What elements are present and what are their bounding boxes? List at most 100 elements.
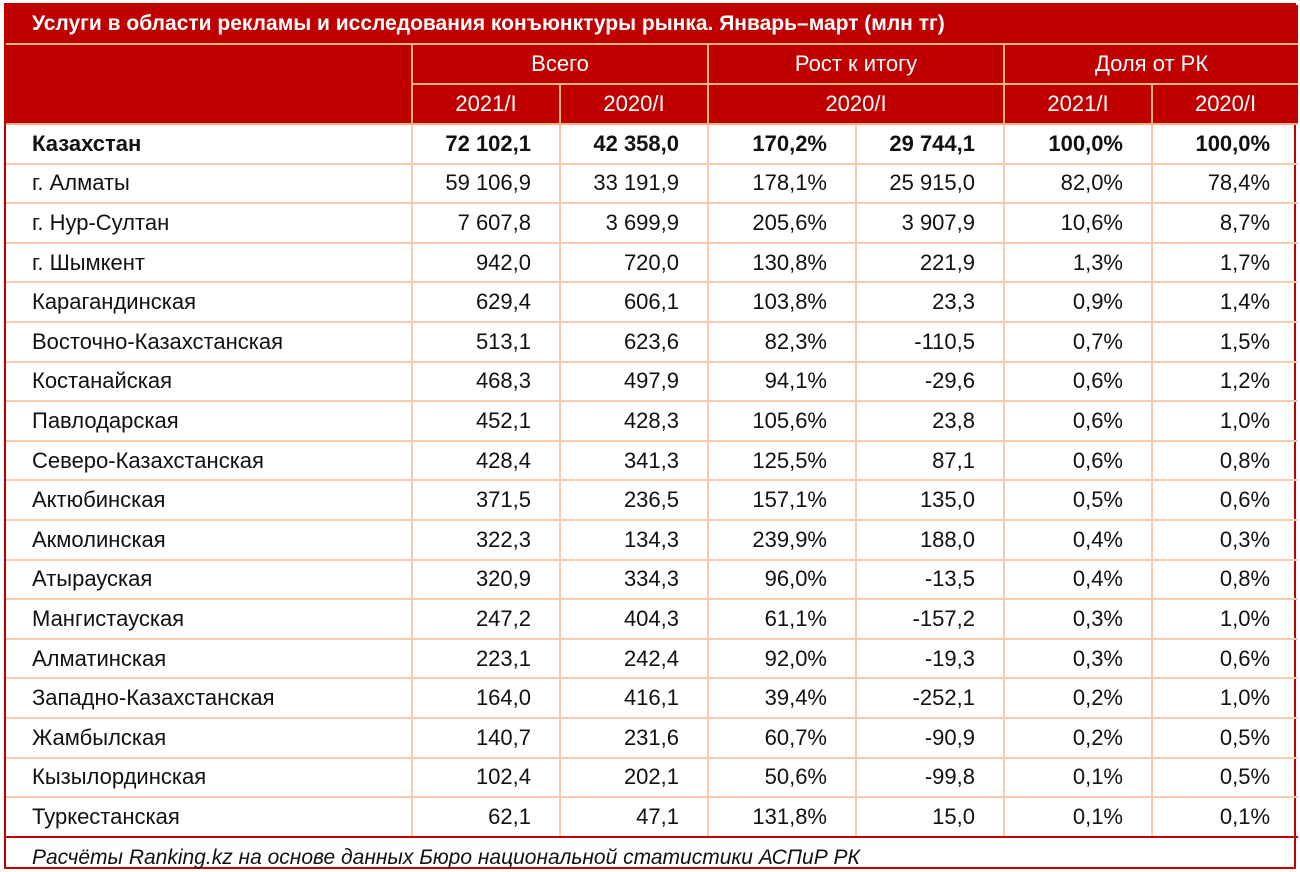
region-name-cell: Туркестанская — [6, 797, 412, 838]
total-2021-cell: 513,1 — [411, 321, 560, 363]
table-row: Павлодарская 452,1 428,3 105,6% 23,8 0,6% 1,0% — [6, 401, 1299, 442]
total-2020-cell: 3 699,9 — [559, 203, 708, 244]
share-2021-cell: 0,4% — [1003, 559, 1152, 601]
share-2020-cell: 0,6% — [1150, 480, 1299, 521]
total-2021-cell: 468,3 — [411, 361, 560, 403]
total-2020-cell: 497,9 — [559, 361, 708, 403]
share-2021-cell: 10,6% — [1003, 203, 1152, 244]
total-2021-cell: 7 607,8 — [411, 203, 560, 244]
total-2021-cell: 322,3 — [411, 519, 560, 561]
growth-pct-cell: 92,0% — [707, 638, 856, 680]
growth-abs-cell: -13,5 — [855, 559, 1004, 601]
growth-abs-cell: -99,8 — [855, 757, 1004, 799]
table-row: г. Шымкент 942,0 720,0 130,8% 221,9 1,3% 1,7% — [6, 242, 1299, 284]
share-2021-cell: 1,3% — [1003, 242, 1152, 284]
region-name-cell: Восточно-Казахстанская — [6, 321, 412, 363]
growth-pct-cell: 82,3% — [707, 321, 856, 363]
header-growth: Рост к итогу — [707, 44, 1004, 85]
region-name-cell: Павлодарская — [6, 401, 412, 442]
header-total: Всего — [411, 44, 708, 85]
total-2020-cell: 134,3 — [559, 519, 708, 561]
growth-abs-cell: -29,6 — [855, 361, 1004, 403]
table-row: Северо-Казахстанская 428,4 341,3 125,5% 87,1… — [6, 440, 1299, 482]
total-2020-cell: 231,6 — [559, 717, 708, 759]
growth-pct-cell: 239,9% — [707, 519, 856, 561]
total-2020-cell: 404,3 — [559, 599, 708, 640]
table-row: Восточно-Казахстанская 513,1 623,6 82,3% -11… — [6, 321, 1299, 363]
total-2020-cell: 42 358,0 — [559, 124, 708, 165]
subheader-total-2021: 2021/I — [411, 84, 560, 125]
subheader-share-2021: 2021/I — [1003, 84, 1152, 125]
region-name-cell: Жамбылская — [6, 717, 412, 759]
growth-pct-cell: 131,8% — [707, 797, 856, 838]
total-2021-cell: 102,4 — [411, 757, 560, 799]
share-2021-cell: 0,6% — [1003, 440, 1152, 482]
growth-pct-cell: 50,6% — [707, 757, 856, 799]
growth-pct-cell: 178,1% — [707, 163, 856, 205]
region-name-cell: г. Алматы — [6, 163, 412, 205]
total-2021-cell: 59 106,9 — [411, 163, 560, 205]
share-2020-cell: 1,2% — [1150, 361, 1299, 403]
table-row: Атырауская 320,9 334,3 96,0% -13,5 0,4% 0,8% — [6, 559, 1299, 601]
total-2021-cell: 452,1 — [411, 401, 560, 442]
region-name-cell: Костанайская — [6, 361, 412, 403]
region-name-cell: Западно-Казахстанская — [6, 678, 412, 719]
growth-pct-cell: 94,1% — [707, 361, 856, 403]
growth-pct-cell: 96,0% — [707, 559, 856, 601]
growth-abs-cell: -110,5 — [855, 321, 1004, 363]
growth-pct-cell: 130,8% — [707, 242, 856, 284]
total-2021-cell: 140,7 — [411, 717, 560, 759]
growth-pct-cell: 60,7% — [707, 717, 856, 759]
share-2020-cell: 78,4% — [1150, 163, 1299, 205]
total-2020-cell: 416,1 — [559, 678, 708, 719]
share-2020-cell: 8,7% — [1150, 203, 1299, 244]
region-name-cell: Алматинская — [6, 638, 412, 680]
table-row: г. Алматы 59 106,9 33 191,9 178,1% 25 915,0 8… — [6, 163, 1299, 205]
table-row: г. Нур-Султан 7 607,8 3 699,9 205,6% 3 907,9… — [6, 203, 1299, 244]
total-2021-cell: 62,1 — [411, 797, 560, 838]
total-2021-cell: 629,4 — [411, 282, 560, 323]
region-name-cell: Карагандинская — [6, 282, 412, 323]
growth-abs-cell: 135,0 — [855, 480, 1004, 521]
share-2020-cell: 1,0% — [1150, 599, 1299, 640]
growth-abs-cell: 25 915,0 — [855, 163, 1004, 205]
share-2021-cell: 0,5% — [1003, 480, 1152, 521]
growth-abs-cell: -90,9 — [855, 717, 1004, 759]
region-name-cell: Акмолинская — [6, 519, 412, 561]
growth-pct-cell: 125,5% — [707, 440, 856, 482]
growth-abs-cell: 3 907,9 — [855, 203, 1004, 244]
table-row: Жамбылская 140,7 231,6 60,7% -90,9 0,2% 0,5% — [6, 717, 1299, 759]
region-name-cell: Атырауская — [6, 559, 412, 601]
growth-pct-cell: 105,6% — [707, 401, 856, 442]
share-2020-cell: 0,8% — [1150, 559, 1299, 601]
growth-abs-cell: -252,1 — [855, 678, 1004, 719]
region-name-cell: г. Шымкент — [6, 242, 412, 284]
growth-pct-cell: 205,6% — [707, 203, 856, 244]
share-2020-cell: 1,0% — [1150, 401, 1299, 442]
share-2021-cell: 0,3% — [1003, 599, 1152, 640]
region-name-cell: Северо-Казахстанская — [6, 440, 412, 482]
share-2021-cell: 0,1% — [1003, 797, 1152, 838]
growth-abs-cell: 87,1 — [855, 440, 1004, 482]
share-2021-cell: 100,0% — [1003, 124, 1152, 165]
table-row: Мангистауская 247,2 404,3 61,1% -157,2 0,3% 1,… — [6, 599, 1299, 640]
growth-pct-cell: 170,2% — [707, 124, 856, 165]
source-footnote: Расчёты Ranking.kz на основе данных Бюро… — [32, 845, 860, 869]
total-2020-cell: 47,1 — [559, 797, 708, 838]
share-2021-cell: 0,1% — [1003, 757, 1152, 799]
growth-pct-cell: 157,1% — [707, 480, 856, 521]
table-row: Казахстан 72 102,1 42 358,0 170,2% 29 744,1 1… — [6, 124, 1299, 165]
share-2020-cell: 1,5% — [1150, 321, 1299, 363]
share-2021-cell: 0,6% — [1003, 361, 1152, 403]
table-row: Западно-Казахстанская 164,0 416,1 39,4% -252… — [6, 678, 1299, 719]
growth-abs-cell: 23,8 — [855, 401, 1004, 442]
growth-abs-cell: -157,2 — [855, 599, 1004, 640]
total-2021-cell: 371,5 — [411, 480, 560, 521]
share-2020-cell: 0,1% — [1150, 797, 1299, 838]
share-2021-cell: 0,9% — [1003, 282, 1152, 323]
share-2021-cell: 82,0% — [1003, 163, 1152, 205]
subheader-share-2020: 2020/I — [1150, 84, 1299, 125]
growth-abs-cell: 15,0 — [855, 797, 1004, 838]
total-2021-cell: 320,9 — [411, 559, 560, 601]
subheader-growth-2020: 2020/I — [707, 84, 1004, 125]
